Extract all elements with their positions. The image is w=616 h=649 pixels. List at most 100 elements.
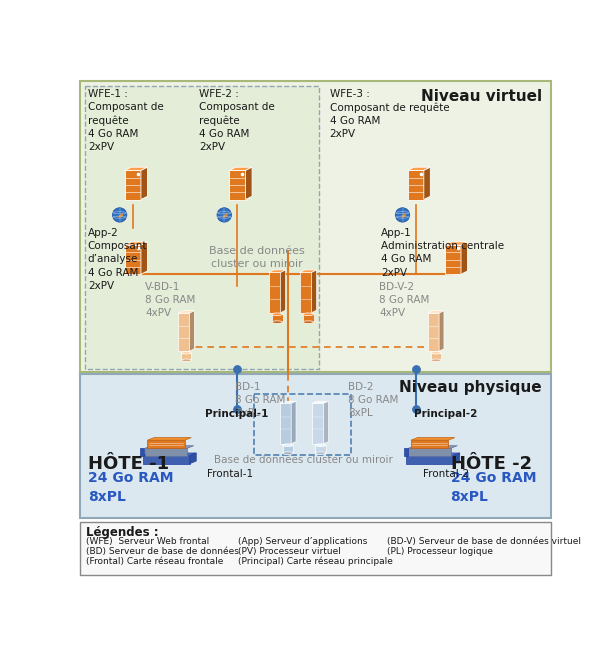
Polygon shape: [324, 401, 328, 444]
Polygon shape: [246, 167, 252, 199]
Circle shape: [112, 208, 127, 222]
Ellipse shape: [303, 313, 314, 315]
Polygon shape: [445, 242, 468, 245]
Text: 24 Go RAM
8xPL: 24 Go RAM 8xPL: [450, 471, 536, 504]
Bar: [124, 245, 141, 275]
Polygon shape: [269, 270, 286, 273]
Text: (WFE)  Serveur Web frontal: (WFE) Serveur Web frontal: [86, 537, 209, 546]
Text: Base de données cluster ou miroir: Base de données cluster ou miroir: [214, 455, 393, 465]
Bar: [445, 245, 461, 275]
Bar: [411, 440, 448, 448]
Polygon shape: [428, 311, 444, 313]
Bar: [142, 456, 190, 463]
Polygon shape: [300, 270, 317, 273]
Text: WFE-2 :
Composant de
requête
4 Go RAM
2xPV: WFE-2 : Composant de requête 4 Go RAM 2x…: [200, 89, 275, 152]
Text: (PL) Processeur logique: (PL) Processeur logique: [387, 547, 493, 556]
Polygon shape: [280, 270, 286, 313]
Polygon shape: [406, 453, 460, 456]
Bar: [181, 353, 192, 360]
Polygon shape: [124, 242, 147, 245]
Text: V-BD-1
8 Go RAM
4xPV: V-BD-1 8 Go RAM 4xPV: [145, 282, 195, 318]
Bar: [140, 448, 144, 456]
Polygon shape: [145, 446, 194, 448]
Polygon shape: [312, 270, 317, 313]
Polygon shape: [190, 311, 195, 351]
Text: (Frontal) Carte réseau frontale: (Frontal) Carte réseau frontale: [86, 557, 224, 566]
Polygon shape: [424, 167, 431, 199]
Text: WFE-1 :
Composant de
requête
4 Go RAM
2xPV: WFE-1 : Composant de requête 4 Go RAM 2x…: [88, 89, 164, 152]
Polygon shape: [141, 167, 147, 199]
Ellipse shape: [431, 352, 441, 354]
Polygon shape: [142, 453, 197, 456]
Polygon shape: [222, 213, 228, 217]
Ellipse shape: [431, 359, 441, 361]
Text: (BD) Serveur de base de données: (BD) Serveur de base de données: [86, 547, 239, 556]
Bar: [312, 403, 324, 444]
Polygon shape: [461, 242, 468, 275]
Polygon shape: [408, 167, 431, 171]
Bar: [254, 393, 351, 455]
Bar: [179, 313, 190, 351]
Bar: [269, 273, 280, 313]
Text: HÔTE -1: HÔTE -1: [88, 455, 169, 473]
Polygon shape: [291, 401, 296, 444]
Polygon shape: [439, 311, 444, 351]
Text: Niveau physique: Niveau physique: [399, 380, 542, 395]
Ellipse shape: [283, 444, 293, 447]
Text: App-2
Composant
d’analyse
4 Go RAM
2xPV: App-2 Composant d’analyse 4 Go RAM 2xPV: [88, 228, 147, 291]
Bar: [147, 440, 185, 448]
Bar: [408, 171, 424, 199]
Polygon shape: [411, 437, 455, 440]
Bar: [283, 445, 293, 453]
Bar: [80, 522, 551, 574]
Bar: [80, 374, 551, 519]
Text: BD-V-2
8 Go RAM
4xPV: BD-V-2 8 Go RAM 4xPV: [379, 282, 429, 318]
Ellipse shape: [303, 321, 314, 323]
Bar: [408, 448, 451, 456]
Bar: [229, 171, 246, 199]
Polygon shape: [400, 213, 406, 217]
Ellipse shape: [272, 321, 283, 323]
Polygon shape: [147, 437, 192, 440]
Ellipse shape: [181, 352, 192, 354]
Polygon shape: [408, 446, 457, 448]
Text: (App) Serveur d’applications: (App) Serveur d’applications: [238, 537, 368, 546]
Bar: [428, 313, 439, 351]
Bar: [145, 448, 187, 456]
Bar: [300, 273, 312, 313]
Polygon shape: [280, 401, 296, 403]
Bar: [280, 403, 291, 444]
Text: (BD-V) Serveur de base de données virtuel: (BD-V) Serveur de base de données virtue…: [387, 537, 581, 546]
Bar: [80, 81, 551, 372]
Ellipse shape: [315, 444, 326, 447]
Polygon shape: [190, 453, 197, 463]
Ellipse shape: [272, 313, 283, 315]
Bar: [431, 353, 441, 360]
Bar: [406, 456, 453, 463]
Text: Principal-2: Principal-2: [414, 409, 477, 419]
Text: BD-1
8 Go RAM
8xPL: BD-1 8 Go RAM 8xPL: [235, 382, 285, 419]
Ellipse shape: [181, 359, 192, 361]
Bar: [303, 314, 314, 322]
Ellipse shape: [283, 452, 293, 454]
Text: 24 Go RAM
8xPL: 24 Go RAM 8xPL: [88, 471, 173, 504]
Text: HÔTE -2: HÔTE -2: [450, 455, 532, 473]
Text: WFE-3 :
Composant de requête
4 Go RAM
2xPV: WFE-3 : Composant de requête 4 Go RAM 2x…: [330, 89, 449, 139]
Circle shape: [395, 208, 410, 222]
Bar: [124, 171, 141, 199]
Polygon shape: [141, 242, 147, 275]
Bar: [315, 445, 326, 453]
Text: Frontal-2: Frontal-2: [423, 469, 469, 479]
Polygon shape: [124, 167, 147, 171]
Text: (Principal) Carte réseau principale: (Principal) Carte réseau principale: [238, 557, 393, 567]
Text: App-1
Administration centrale
4 Go RAM
2xPV: App-1 Administration centrale 4 Go RAM 2…: [381, 228, 504, 278]
Bar: [85, 86, 319, 369]
Text: (PV) Processeur virtuel: (PV) Processeur virtuel: [238, 547, 341, 556]
Text: Frontal-1: Frontal-1: [207, 469, 253, 479]
Text: Base de données
cluster ou miroir: Base de données cluster ou miroir: [209, 246, 305, 269]
Polygon shape: [118, 213, 123, 217]
Ellipse shape: [315, 452, 326, 454]
Polygon shape: [312, 401, 328, 403]
Bar: [403, 448, 408, 456]
Polygon shape: [179, 311, 195, 313]
